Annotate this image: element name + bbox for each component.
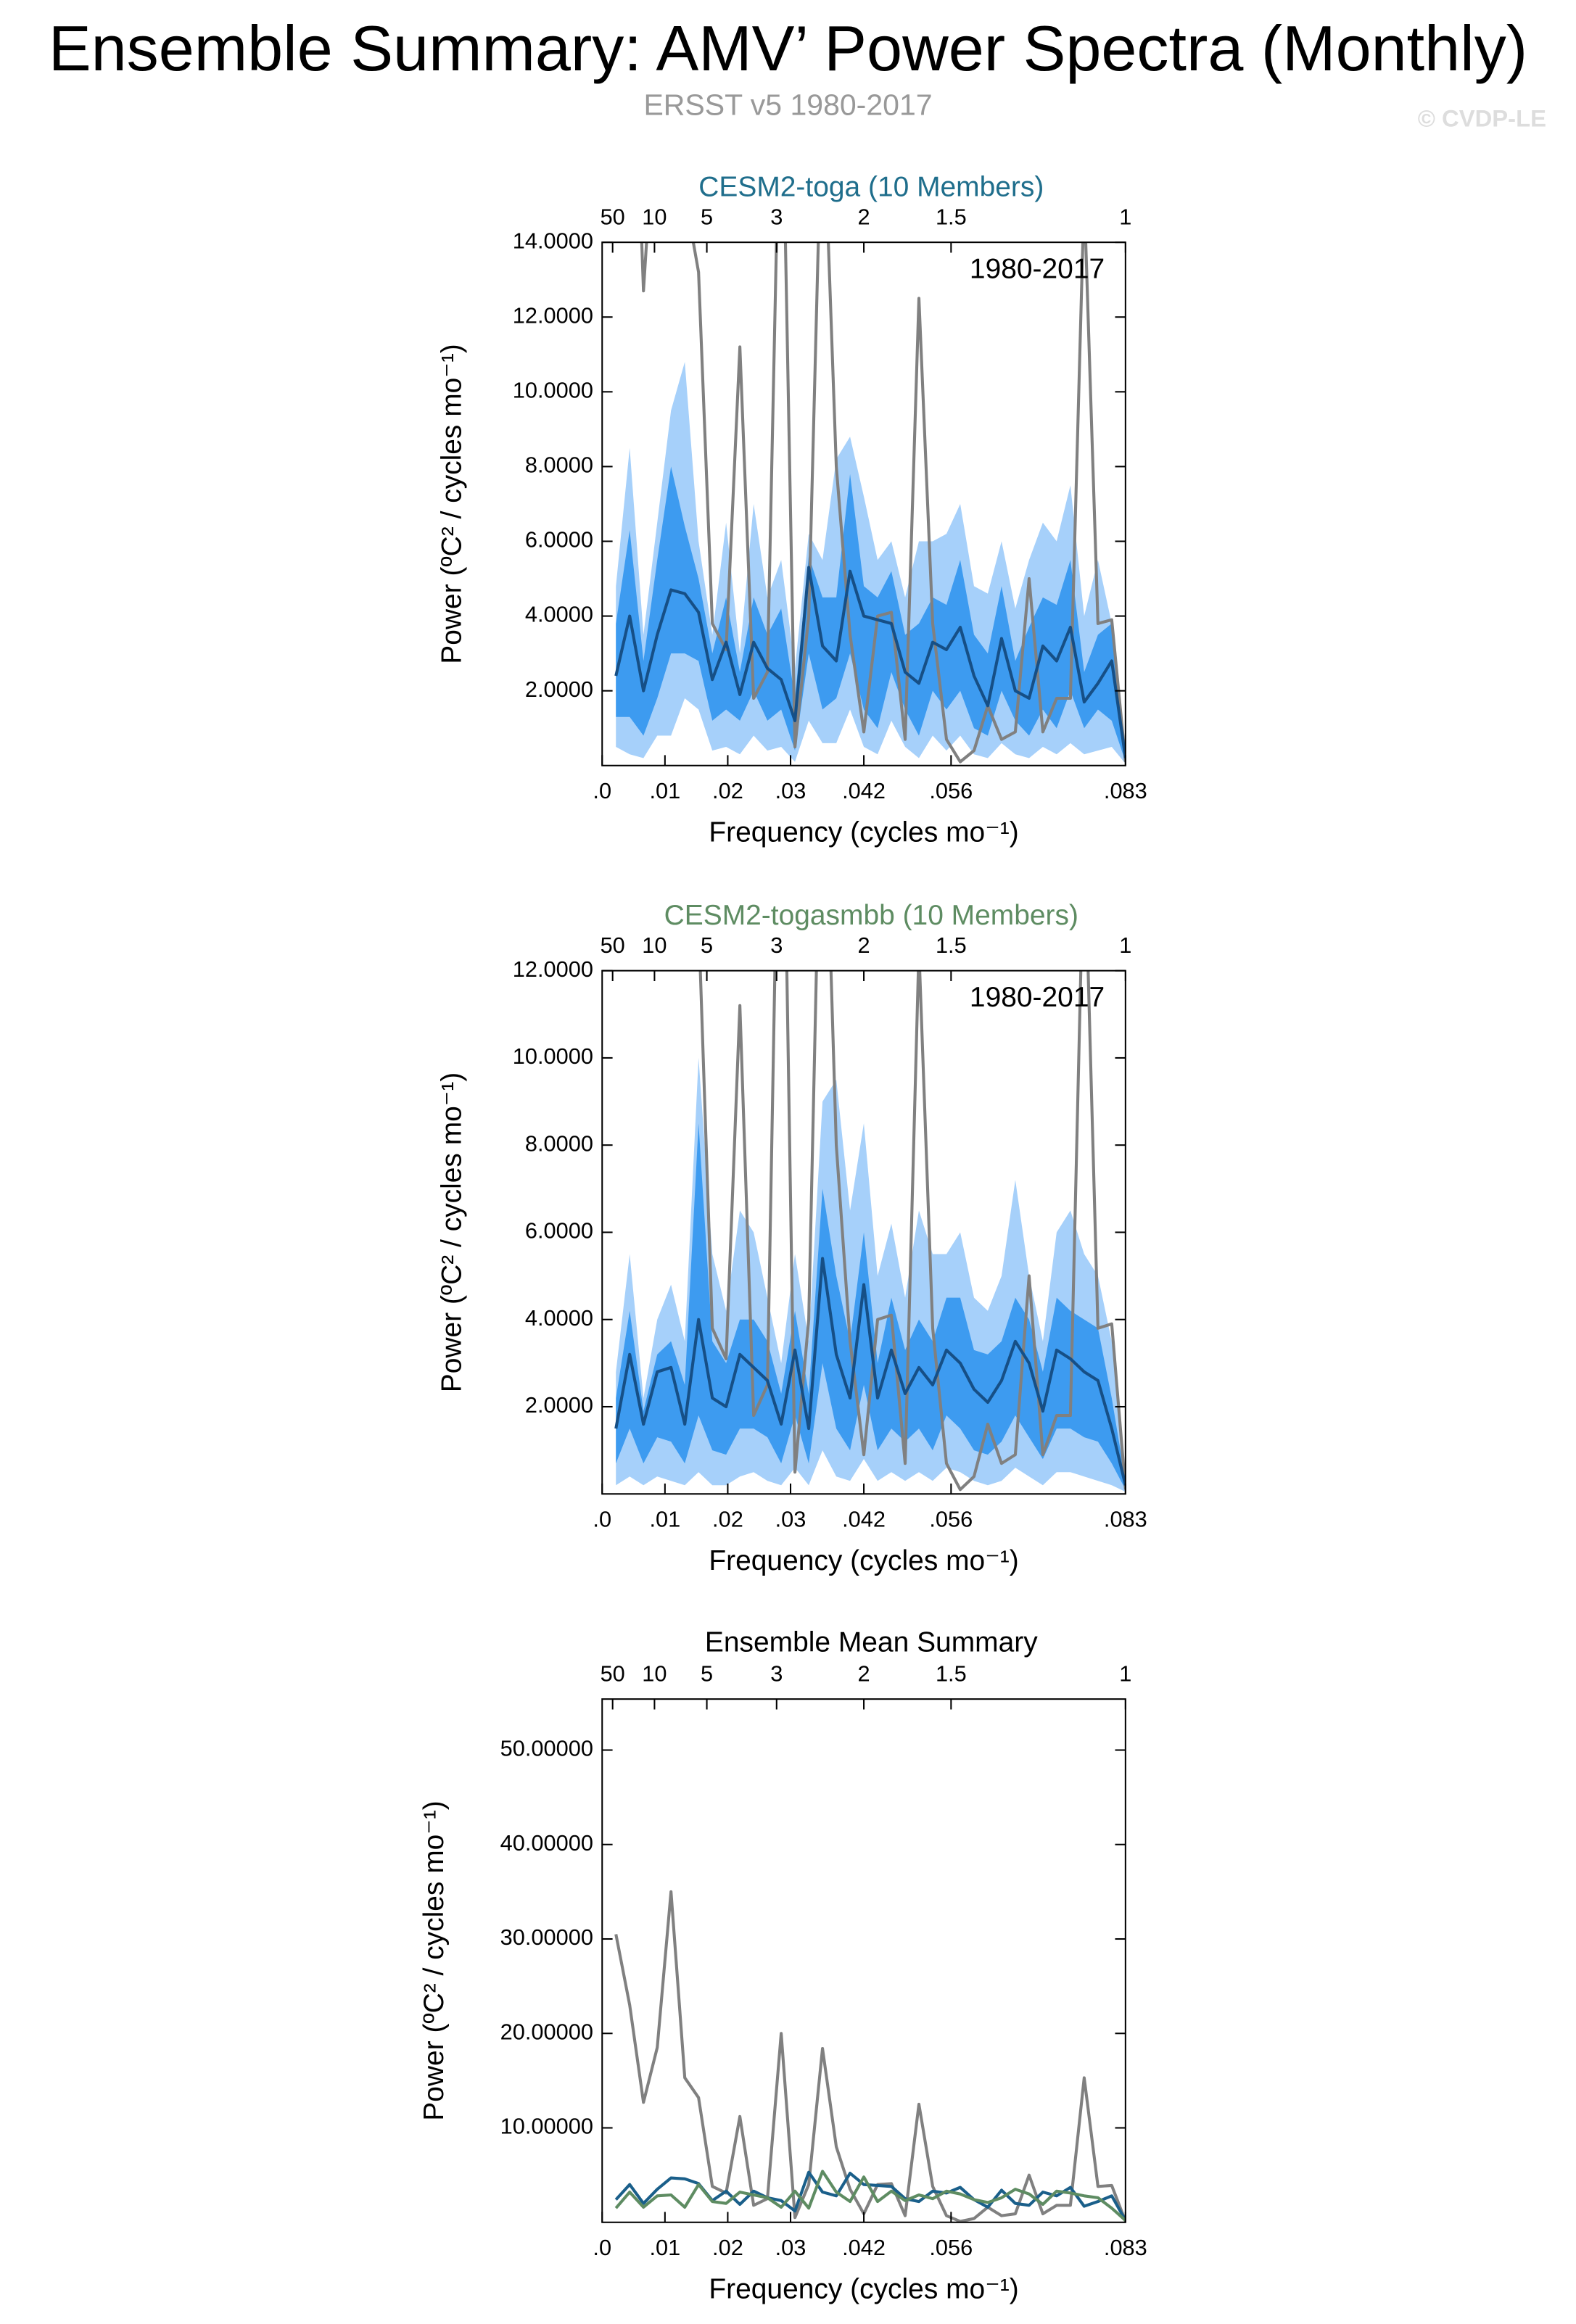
spread-band <box>616 1123 1126 1490</box>
page-title: Ensemble Summary: AMV’ Power Spectra (Mo… <box>49 12 1527 84</box>
x-axis-label: Frequency (cycles mo⁻¹) <box>709 2273 1018 2304</box>
x-tick-label: .0 <box>593 1506 611 1531</box>
panel-title: Ensemble Mean Summary <box>705 1627 1038 1658</box>
x2-tick-label: 1.5 <box>936 1661 967 1686</box>
y-axis-label: Power (ºC² / cycles mo⁻¹) <box>437 1072 468 1393</box>
x-tick-label: .01 <box>649 1506 680 1531</box>
x-tick-label: .03 <box>775 778 806 803</box>
plot-area <box>614 242 1126 764</box>
spectrum-line <box>614 2170 1126 2222</box>
plot-area <box>614 970 1126 1492</box>
panel: 2.0000 4.0000 6.0000 8.0000 10.0000 12.0000 .0… <box>437 900 1147 1576</box>
watermark: © CVDP-LE <box>1418 105 1546 132</box>
x-tick-label: .056 <box>929 2235 973 2260</box>
x-tick-label: .083 <box>1104 778 1147 803</box>
x-tick-label: .056 <box>929 778 973 803</box>
x2-tick-label: 1 <box>1119 204 1131 229</box>
period-annotation: 1980-2017 <box>970 982 1105 1013</box>
x-tick-label: .042 <box>842 778 886 803</box>
x2-tick-label: 2 <box>857 933 870 958</box>
plot-frame <box>601 1698 1126 2223</box>
panel-title: CESM2-toga (10 Members) <box>698 172 1044 203</box>
x-tick-label: .03 <box>775 1506 806 1531</box>
x2-tick-label: 1 <box>1119 933 1131 958</box>
x-tick-label: .02 <box>712 778 743 803</box>
x2-tick-label: 5 <box>701 933 713 958</box>
y-tick-label: 50.00000 <box>500 1736 593 1761</box>
x2-tick-label: 50 <box>601 204 625 229</box>
y-tick-label: 8.0000 <box>525 1130 593 1156</box>
x-tick-label: .083 <box>1104 2235 1147 2260</box>
x2-tick-label: 1.5 <box>936 933 967 958</box>
y-tick-label: 4.0000 <box>525 602 593 627</box>
x2-tick-label: 3 <box>770 204 783 229</box>
y-tick-label: 14.0000 <box>513 228 593 253</box>
panel: 2.0000 4.0000 6.0000 8.0000 10.0000 12.0000 14… <box>437 172 1147 848</box>
x-tick-label: .083 <box>1104 1506 1147 1531</box>
x2-tick-label: 1.5 <box>936 204 967 229</box>
y-tick-label: 10.0000 <box>513 1043 593 1069</box>
y-axis-label: Power (ºC² / cycles mo⁻¹) <box>418 1800 450 2121</box>
x2-tick-label: 2 <box>857 1661 870 1686</box>
x-tick-label: .01 <box>649 778 680 803</box>
x2-tick-label: 2 <box>857 204 870 229</box>
y-tick-label: 40.00000 <box>500 1830 593 1856</box>
y-tick-label: 12.0000 <box>513 956 593 982</box>
spectrum-line <box>614 566 1126 758</box>
x-tick-label: .02 <box>712 1506 743 1531</box>
x-axis-label: Frequency (cycles mo⁻¹) <box>709 816 1018 848</box>
x-tick-label: .01 <box>649 2235 680 2260</box>
spectrum-line <box>698 970 1126 1492</box>
spectrum-line <box>640 242 1126 764</box>
plot-area <box>614 1890 1126 2222</box>
x-tick-label: .042 <box>842 1506 886 1531</box>
x2-tick-label: 3 <box>770 933 783 958</box>
x2-tick-label: 50 <box>601 933 625 958</box>
y-tick-label: 6.0000 <box>525 1218 593 1244</box>
x-tick-label: .042 <box>842 2235 886 2260</box>
y-tick-label: 2.0000 <box>525 1392 593 1418</box>
x2-tick-label: 10 <box>642 1661 667 1686</box>
x2-tick-label: 3 <box>770 1661 783 1686</box>
x2-tick-label: 1 <box>1119 1661 1131 1686</box>
spectrum-line <box>614 1257 1126 1486</box>
spectrum-line <box>614 1890 1126 2222</box>
y-tick-label: 12.0000 <box>513 302 593 328</box>
page-subtitle: ERSST v5 1980-2017 <box>643 88 932 121</box>
y-tick-label: 30.00000 <box>500 1924 593 1950</box>
x2-tick-label: 5 <box>701 204 713 229</box>
x-tick-label: .02 <box>712 2235 743 2260</box>
x2-tick-label: 50 <box>601 1661 625 1686</box>
y-tick-label: 4.0000 <box>525 1305 593 1331</box>
y-tick-label: 2.0000 <box>525 677 593 702</box>
x-tick-label: .056 <box>929 1506 973 1531</box>
y-tick-label: 10.0000 <box>513 377 593 402</box>
y-axis-label: Power (ºC² / cycles mo⁻¹) <box>437 344 468 663</box>
x-tick-label: .0 <box>593 2235 611 2260</box>
x-tick-label: .0 <box>593 778 611 803</box>
x-tick-label: .03 <box>775 2235 806 2260</box>
x-axis-label: Frequency (cycles mo⁻¹) <box>709 1545 1018 1576</box>
panel-title: CESM2-togasmbb (10 Members) <box>664 900 1078 931</box>
panel: 10.00000 20.00000 30.00000 40.00000 50.00000… <box>418 1627 1147 2305</box>
y-tick-label: 8.0000 <box>525 452 593 478</box>
y-tick-label: 10.00000 <box>500 2114 593 2139</box>
spread-band <box>616 466 1126 762</box>
x2-tick-label: 5 <box>701 1661 713 1686</box>
period-annotation: 1980-2017 <box>970 253 1105 284</box>
x2-tick-label: 10 <box>642 933 667 958</box>
y-tick-label: 6.0000 <box>525 527 593 553</box>
y-tick-label: 20.00000 <box>500 2019 593 2044</box>
x2-tick-label: 10 <box>642 204 667 229</box>
